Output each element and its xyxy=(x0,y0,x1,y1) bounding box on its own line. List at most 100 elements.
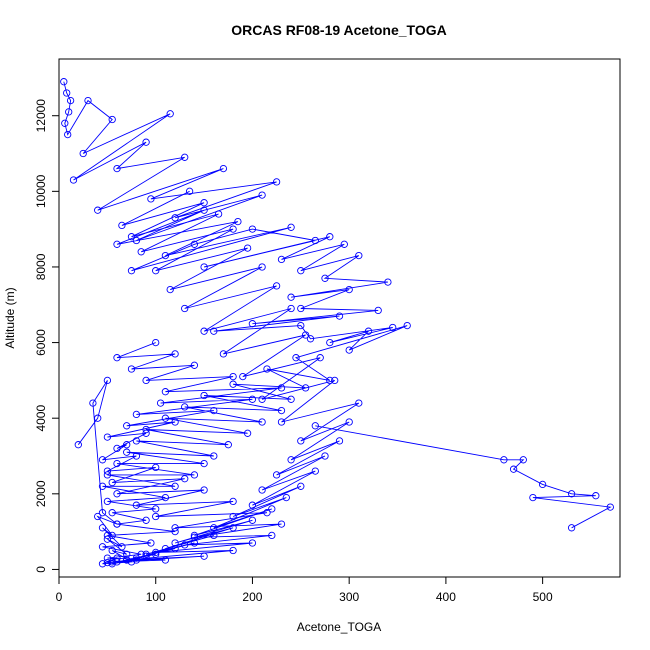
data-point xyxy=(181,304,189,313)
x-tick-label: 0 xyxy=(56,590,63,604)
data-point xyxy=(219,350,228,358)
data-point xyxy=(229,512,237,521)
data-point xyxy=(103,471,112,479)
data-point xyxy=(142,550,150,558)
data-point xyxy=(321,274,329,282)
data-point xyxy=(118,543,126,551)
data-point xyxy=(190,539,199,547)
data-point xyxy=(287,304,295,313)
data-point xyxy=(214,210,223,218)
data-point xyxy=(567,524,576,532)
data-point xyxy=(248,320,257,328)
data-point xyxy=(200,391,208,400)
data-point xyxy=(268,505,276,513)
data-point xyxy=(190,361,199,369)
data-point xyxy=(500,456,508,464)
data-point xyxy=(152,512,160,521)
data-point xyxy=(103,554,112,562)
data-point xyxy=(287,293,295,301)
data-point xyxy=(301,331,310,339)
data-point xyxy=(113,558,121,566)
data-point xyxy=(142,425,150,434)
data-point xyxy=(258,191,266,199)
data-point xyxy=(166,110,174,118)
data-point xyxy=(161,556,170,564)
data-point xyxy=(326,338,334,347)
data-point xyxy=(239,372,247,381)
data-point xyxy=(103,376,112,385)
data-point xyxy=(98,482,107,490)
y-tick-label: 4000 xyxy=(34,405,48,432)
data-point xyxy=(142,376,150,385)
data-point xyxy=(161,388,170,396)
data-point xyxy=(123,448,131,456)
data-point xyxy=(335,312,344,320)
data-point xyxy=(287,456,295,464)
data-point xyxy=(229,497,237,506)
data-point xyxy=(355,399,363,407)
series-line xyxy=(315,425,612,529)
data-point xyxy=(268,531,276,540)
data-point xyxy=(364,327,373,335)
data-point xyxy=(229,380,237,388)
data-point xyxy=(142,516,150,524)
data-point xyxy=(132,554,141,562)
y-axis-label: Altitude (m) xyxy=(3,287,17,348)
data-point xyxy=(210,524,218,532)
x-axis: 0 100 200 300 400 500 xyxy=(56,577,553,604)
data-point xyxy=(79,149,87,158)
data-point xyxy=(142,138,150,146)
data-point xyxy=(592,492,600,500)
data-point xyxy=(156,399,165,407)
data-point xyxy=(190,471,199,479)
data-point xyxy=(374,306,382,315)
data-point xyxy=(321,452,329,460)
data-point xyxy=(171,482,179,490)
data-point xyxy=(113,554,121,562)
data-point xyxy=(606,503,614,511)
y-tick-label: 6000 xyxy=(34,329,48,356)
data-point xyxy=(509,465,518,473)
data-point xyxy=(258,418,266,426)
data-point xyxy=(355,251,363,260)
data-point xyxy=(123,550,131,558)
data-point xyxy=(210,406,218,415)
data-point xyxy=(161,251,170,260)
data-point xyxy=(200,552,208,560)
data-point xyxy=(248,539,257,547)
data-point xyxy=(132,452,141,460)
data-point xyxy=(152,338,160,347)
data-point xyxy=(229,524,237,532)
data-point xyxy=(229,546,237,555)
data-point xyxy=(200,263,208,271)
data-point xyxy=(108,546,116,555)
data-point xyxy=(181,475,189,483)
data-point xyxy=(345,285,353,294)
data-point xyxy=(272,282,281,290)
data-point xyxy=(171,527,179,536)
data-point xyxy=(65,108,73,116)
data-point xyxy=(123,441,131,449)
x-tick-label: 500 xyxy=(533,590,553,604)
data-point xyxy=(103,497,112,506)
data-point xyxy=(258,395,266,403)
data-point xyxy=(123,422,131,430)
data-point xyxy=(200,459,208,468)
x-tick-label: 200 xyxy=(242,590,262,604)
data-point xyxy=(123,556,131,564)
data-point xyxy=(98,543,107,551)
data-point xyxy=(64,130,72,139)
data-point xyxy=(331,376,339,385)
data-point xyxy=(224,441,232,449)
chart-title: ORCAS RF08-19 Acetone_TOGA xyxy=(231,22,447,38)
data-point xyxy=(132,236,141,245)
data-point xyxy=(190,240,199,248)
data-point xyxy=(248,501,257,509)
data-point xyxy=(311,422,319,430)
data-point xyxy=(243,429,252,437)
x-axis-label: Acetone_TOGA xyxy=(297,620,382,634)
data-point xyxy=(61,119,69,127)
data-point xyxy=(181,403,189,411)
